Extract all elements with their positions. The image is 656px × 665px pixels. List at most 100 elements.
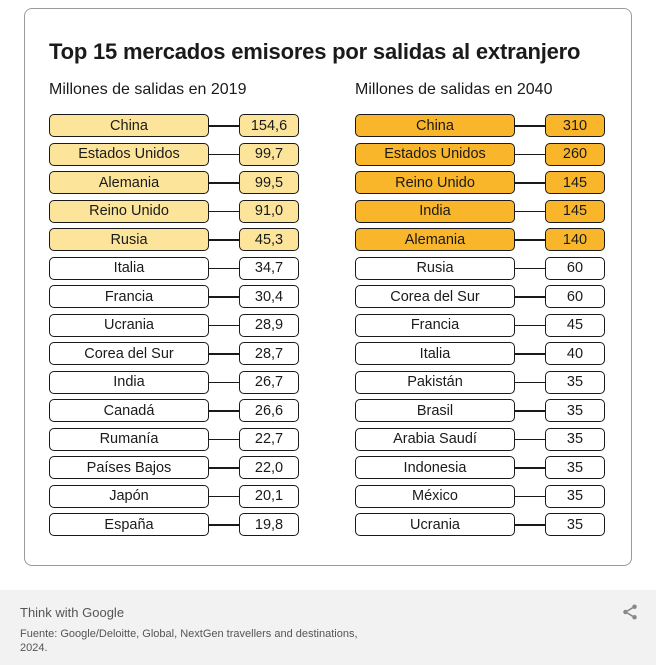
value-label: 35	[545, 399, 605, 422]
country-label: Reino Unido	[355, 171, 515, 194]
value-label: 28,9	[239, 313, 299, 337]
country-label: Rusia	[49, 228, 209, 251]
value-label: 22,0	[239, 456, 299, 479]
table-row: Estados Unidos 99,7	[49, 142, 299, 166]
value-label: 40	[545, 342, 605, 365]
country-label: Rusia	[355, 256, 515, 280]
table-row: Alemania 99,5	[49, 171, 299, 194]
table-row: Italia 34,7	[49, 256, 299, 280]
share-icon[interactable]	[621, 603, 639, 621]
row-connector	[208, 467, 240, 469]
row-connector	[208, 296, 240, 298]
table-row: Francia 30,4	[49, 285, 299, 308]
row-connector	[208, 410, 240, 412]
row-connector	[514, 210, 546, 212]
country-label: Canadá	[49, 399, 209, 422]
value-label: 35	[545, 370, 605, 394]
chart-area: Top 15 mercados emisores por salidas al …	[0, 0, 656, 590]
value-label: 35	[545, 456, 605, 479]
table-row: China 310	[355, 114, 605, 137]
value-label: 28,7	[239, 342, 299, 365]
country-label: Indonesia	[355, 456, 515, 479]
row-connector	[514, 353, 546, 355]
table-row: Reino Unido 145	[355, 171, 605, 194]
table-row: Indonesia 35	[355, 456, 605, 479]
row-connector	[514, 239, 546, 241]
row-connector	[208, 210, 240, 212]
country-label: Ucrania	[49, 313, 209, 337]
country-label: Francia	[49, 285, 209, 308]
value-label: 26,6	[239, 399, 299, 422]
country-label: Rumanía	[49, 427, 209, 451]
row-connector	[208, 438, 240, 440]
country-label: Estados Unidos	[49, 142, 209, 166]
table-row: India 26,7	[49, 370, 299, 394]
row-connector	[514, 410, 546, 412]
value-label: 26,7	[239, 370, 299, 394]
value-label: 35	[545, 427, 605, 451]
country-label: Reino Unido	[49, 199, 209, 223]
value-label: 35	[545, 513, 605, 536]
row-connector	[514, 324, 546, 326]
value-label: 154,6	[239, 114, 299, 137]
table-row: India 145	[355, 199, 605, 223]
row-connector	[514, 381, 546, 383]
table-row: Estados Unidos 260	[355, 142, 605, 166]
table-row: Japón 20,1	[49, 484, 299, 508]
table-heading-2019: Millones de salidas en 2019	[49, 81, 247, 98]
country-label: Corea del Sur	[355, 285, 515, 308]
table-row: Reino Unido 91,0	[49, 199, 299, 223]
value-label: 35	[545, 484, 605, 508]
value-label: 60	[545, 256, 605, 280]
country-label: India	[355, 199, 515, 223]
country-label: México	[355, 484, 515, 508]
row-connector	[208, 239, 240, 241]
country-label: Italia	[49, 256, 209, 280]
country-label: China	[355, 114, 515, 137]
country-label: Japón	[49, 484, 209, 508]
table-row: España 19,8	[49, 513, 299, 536]
country-label: Arabia Saudí	[355, 427, 515, 451]
row-connector	[514, 495, 546, 497]
country-label: Pakistán	[355, 370, 515, 394]
row-connector	[514, 267, 546, 269]
table-row: Canadá 26,6	[49, 399, 299, 422]
value-label: 30,4	[239, 285, 299, 308]
country-label: China	[49, 114, 209, 137]
table-row: Rusia 60	[355, 256, 605, 280]
value-label: 34,7	[239, 256, 299, 280]
table-row: Ucrania 28,9	[49, 313, 299, 337]
value-label: 45,3	[239, 228, 299, 251]
table-row: Rumanía 22,7	[49, 427, 299, 451]
table-row: Brasil 35	[355, 399, 605, 422]
row-connector	[514, 467, 546, 469]
country-label: Alemania	[49, 171, 209, 194]
table-heading-2040: Millones de salidas en 2040	[355, 81, 553, 98]
country-label: Francia	[355, 313, 515, 337]
row-connector	[208, 524, 240, 526]
table-row: Rusia 45,3	[49, 228, 299, 251]
value-label: 140	[545, 228, 605, 251]
row-connector	[208, 495, 240, 497]
value-label: 19,8	[239, 513, 299, 536]
table-row: Arabia Saudí 35	[355, 427, 605, 451]
value-label: 91,0	[239, 199, 299, 223]
table-row: China 154,6	[49, 114, 299, 137]
row-connector	[208, 353, 240, 355]
table-row: México 35	[355, 484, 605, 508]
value-label: 22,7	[239, 427, 299, 451]
row-connector	[208, 182, 240, 184]
row-connector	[208, 267, 240, 269]
chart-title: Top 15 mercados emisores por salidas al …	[49, 39, 581, 64]
table-row: Alemania 140	[355, 228, 605, 251]
value-label: 99,7	[239, 142, 299, 166]
table-row: Corea del Sur 28,7	[49, 342, 299, 365]
value-label: 145	[545, 171, 605, 194]
country-label: Países Bajos	[49, 456, 209, 479]
row-connector	[208, 153, 240, 155]
country-label: Corea del Sur	[49, 342, 209, 365]
value-label: 145	[545, 199, 605, 223]
row-connector	[514, 125, 546, 127]
table-row: Francia 45	[355, 313, 605, 337]
value-label: 310	[545, 114, 605, 137]
